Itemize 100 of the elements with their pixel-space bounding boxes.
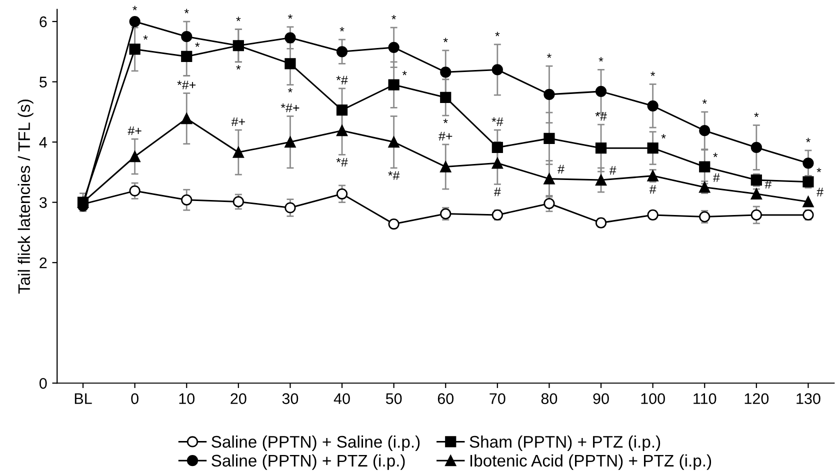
point [492,142,503,154]
annotation: # [816,188,824,196]
annotation: * [546,54,552,58]
annotation: * [402,70,407,76]
annotation: * [443,118,448,124]
point [181,194,192,206]
y-tick-label: 6 [40,16,47,28]
legend-label: Saline (PPTN) + Saline (i.p.) [212,435,420,452]
point [388,136,400,148]
point [802,196,814,208]
point [699,125,710,136]
annotation: * [132,6,138,10]
x-tick-label: 0 [131,393,138,404]
point [336,46,348,58]
x-tick-label: 90 [593,393,609,404]
point [181,31,192,42]
annotation: * [754,112,759,117]
point [647,100,658,112]
point [232,40,244,52]
annotation: *# [336,76,348,84]
annotation: # [558,164,564,174]
x-tick-label: 80 [541,393,558,404]
point [440,161,452,172]
point [336,104,348,116]
x-tick-label: 50 [386,393,402,404]
annotation: # [494,188,501,196]
x-tick-label: 40 [334,393,350,404]
annotation: * [195,42,200,47]
annotation: *# [595,112,607,121]
point [284,32,296,44]
annotation: *#+ [177,80,196,90]
legend-label: Saline (PPTN) + PTZ (i.p.) [212,454,405,470]
x-tick-label: 120 [744,393,769,404]
legend-label: Ibotenic Acid (PPTN) + PTZ (i.p.) [470,454,712,470]
annotation: * [236,16,241,22]
point [440,66,452,78]
point [388,218,400,230]
point [544,132,555,144]
y-tick-label: 0 [40,378,47,389]
x-tick-label: 10 [179,393,195,404]
point [595,142,607,154]
annotation: #+ [438,132,452,140]
legend-label: Sham (PPTN) + PTZ (i.p.) [470,435,660,452]
annotation: *# [336,158,348,167]
point [232,146,244,158]
x-tick-label: 100 [641,393,665,404]
point [750,188,762,200]
point [129,16,140,28]
point [129,185,140,196]
point [284,58,296,70]
x-tick-label: BL [74,393,92,404]
point [750,209,762,221]
annotation: #+ [231,117,245,126]
point [129,150,140,162]
point [595,86,607,97]
annotation: * [143,35,148,40]
y-tick-label: 2 [40,257,47,268]
y-tick-label: 4 [39,137,47,148]
annotation: * [288,14,292,19]
point [544,88,555,100]
annotation: * [806,138,810,142]
annotation: * [340,27,344,32]
point [544,173,555,184]
annotation: * [443,38,448,42]
annotation: * [392,14,396,20]
annotation: * [288,88,292,92]
point [232,196,244,208]
point [284,136,296,148]
annotation: * [713,152,718,158]
x-tick-label: 60 [438,393,454,404]
y-tick-label: 3 [39,197,47,208]
point [181,112,192,124]
annotation: * [184,8,189,14]
point [388,79,400,90]
annotation: * [816,168,822,172]
x-tick-label: 70 [490,393,506,404]
point [336,125,348,136]
annotation: # [713,173,720,182]
y-tick-label: 5 [40,76,47,88]
point [492,158,503,169]
annotation: *# [388,171,400,180]
point [750,142,762,154]
annotation: # [649,185,656,194]
point [388,42,400,53]
point [284,202,296,214]
y-axis-title: Tail flick latencies / TFL (s) [18,100,34,294]
annotation: * [702,99,707,104]
annotation: * [650,72,656,76]
point [440,92,452,104]
annotation: * [236,65,241,70]
point [647,142,658,154]
annotation: # [609,166,616,175]
point [336,188,348,200]
annotation: * [661,134,666,138]
annotation: *#+ [280,104,300,112]
point [181,50,192,62]
annotation: * [598,57,604,62]
x-tick-label: 20 [230,393,246,404]
point [492,64,503,76]
annotation: #+ [128,126,142,136]
